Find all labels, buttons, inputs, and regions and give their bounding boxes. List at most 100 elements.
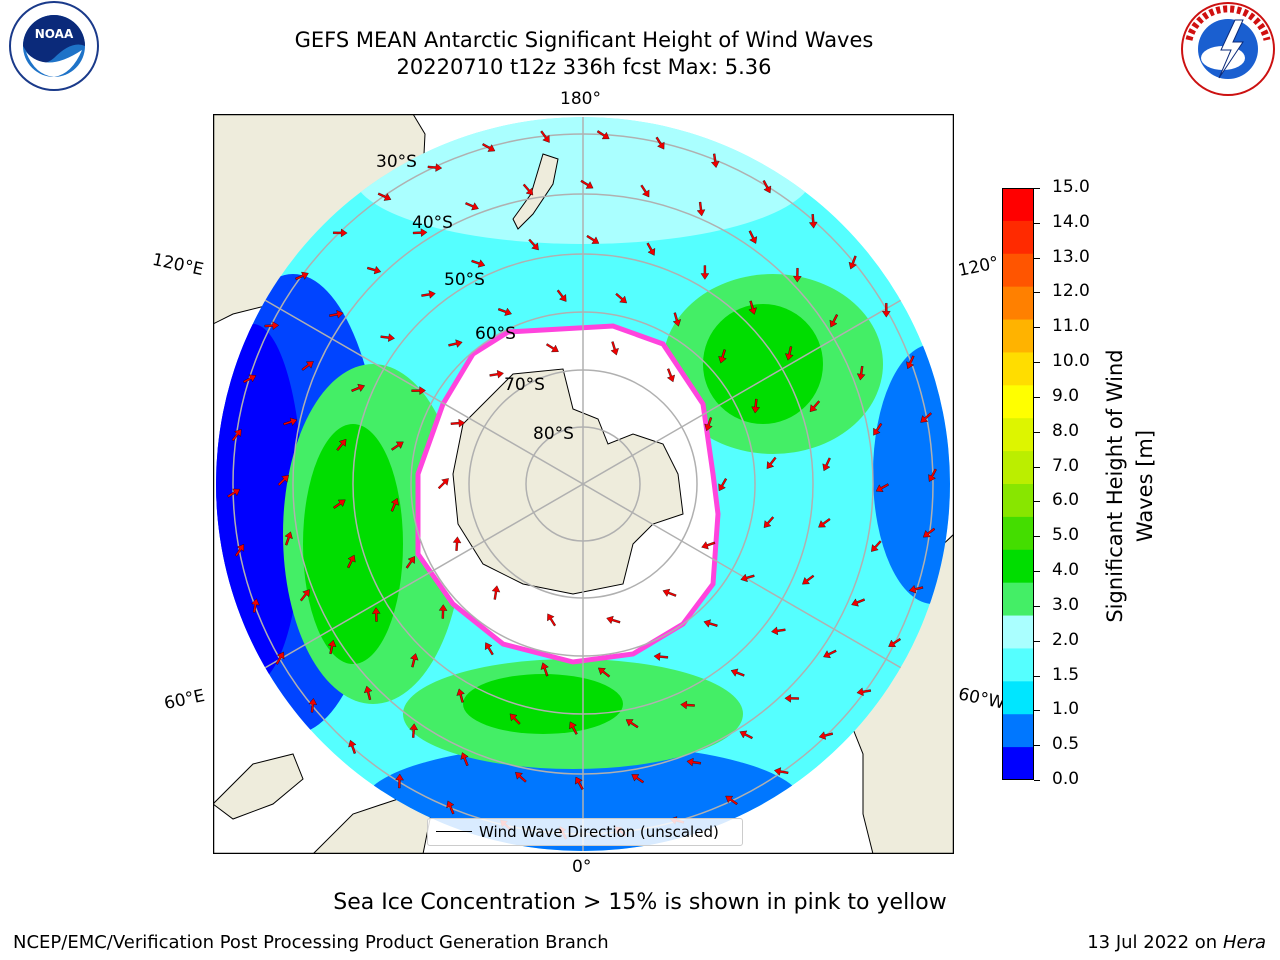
wind-direction-arrow — [625, 719, 639, 729]
wind-direction-arrow — [666, 368, 675, 383]
wind-direction-arrow — [448, 339, 463, 348]
colorbar-tick-mark — [1034, 362, 1040, 364]
wind-direction-arrow — [489, 369, 504, 379]
wind-direction-arrow — [251, 598, 260, 613]
colorbar-swatch — [1002, 220, 1034, 255]
wind-direction-arrow — [437, 478, 449, 490]
colorbar-tick-mark — [1034, 396, 1040, 398]
colorbar-tick-label: 5.0 — [1052, 525, 1080, 546]
wind-direction-arrow — [333, 228, 348, 238]
colorbar-tick-label: 12.0 — [1052, 281, 1090, 302]
wind-direction-arrow — [766, 456, 777, 469]
wind-direction-arrow — [308, 698, 318, 713]
colorbar-swatch — [1002, 286, 1034, 321]
wind-direction-arrow — [580, 179, 594, 189]
wind-direction-arrow — [856, 365, 866, 381]
wind-direction-arrow — [540, 662, 549, 677]
noaa-logo: NOAA — [9, 1, 99, 91]
wind-direction-arrow — [730, 668, 745, 677]
date-text: 13 Jul 2022 on Hera — [1087, 932, 1266, 953]
wind-direction-arrow — [701, 541, 716, 550]
wind-direction-arrow — [711, 153, 720, 168]
lat-label-50s: 50°S — [444, 270, 485, 290]
colorbar-tick-mark — [1034, 257, 1040, 259]
wind-direction-arrow — [491, 585, 501, 600]
wind-direction-arrow — [363, 685, 373, 701]
colorbar-tick-mark — [1034, 222, 1040, 224]
colorbar-swatch — [1002, 319, 1034, 353]
lat-label-70s: 70°S — [504, 375, 545, 395]
colorbar-tick-label: 0.0 — [1052, 769, 1080, 789]
wind-direction-arrow — [460, 752, 469, 767]
wind-direction-arrow — [725, 795, 738, 806]
wind-direction-arrow — [922, 527, 936, 538]
wind-direction-arrow — [653, 652, 669, 661]
wind-direction-arrow — [277, 474, 289, 486]
wind-direction-arrow — [763, 516, 775, 528]
wind-direction-arrow — [888, 637, 901, 647]
wind-direction-arrow — [351, 383, 365, 392]
wind-direction-arrow — [395, 773, 404, 789]
wind-direction-arrow — [586, 234, 600, 244]
colorbar — [1002, 188, 1034, 780]
wind-direction-arrow — [283, 417, 298, 426]
machine-name: Hera — [1222, 932, 1266, 953]
colorbar-tick-label: 0.5 — [1052, 734, 1080, 755]
wind-direction-arrow — [301, 361, 314, 371]
wind-direction-arrow — [822, 457, 831, 472]
wind-direction-arrow — [704, 417, 713, 432]
wind-direction-arrow — [875, 483, 889, 492]
wind-direction-arrow — [366, 265, 382, 275]
wind-direction-arrow — [284, 531, 293, 546]
colorbar-border — [1002, 188, 1034, 780]
colorbar-tick-label: 2.0 — [1052, 629, 1080, 650]
colorbar-tick-mark — [1034, 605, 1040, 607]
colorbar-tick-label: 11.0 — [1052, 316, 1090, 337]
colorbar-tick-label: 8.0 — [1052, 420, 1080, 441]
lon-label-180: 180° — [560, 89, 601, 109]
wind-direction-arrow — [718, 349, 727, 364]
wind-direction-arrow — [851, 598, 866, 607]
wind-direction-arrow — [412, 228, 428, 237]
wind-direction-arrow — [871, 540, 882, 552]
wind-direction-arrow — [655, 136, 665, 150]
wind-direction-arrow — [802, 574, 815, 585]
colorbar-swatch — [1002, 582, 1034, 617]
wind-direction-arrow — [465, 202, 479, 211]
wind-direction-arrow — [823, 649, 837, 659]
colorbar-tick-mark — [1034, 292, 1040, 294]
wind-direction-arrow — [686, 757, 702, 767]
wind-direction-arrow — [471, 259, 486, 268]
colorbar-tick-mark — [1034, 745, 1040, 747]
wind-direction-arrow — [450, 418, 466, 428]
colorbar-label: Significant Height of Wind Waves [m] — [1103, 349, 1157, 623]
lat-label-80s: 80°S — [533, 424, 574, 444]
map-legend: Wind Wave Direction (unscaled) — [427, 818, 743, 846]
polar-map — [213, 114, 954, 854]
wind-direction-arrow — [509, 713, 521, 725]
lat-label-30s: 30°S — [376, 152, 417, 172]
colorbar-swatch — [1002, 188, 1034, 222]
colorbar-tick-mark — [1034, 466, 1040, 468]
nws-logo — [1181, 2, 1275, 96]
wind-direction-arrow — [785, 346, 794, 361]
colorbar-swatch — [1002, 714, 1034, 748]
wind-direction-arrow — [920, 412, 932, 423]
colorbar-swatch — [1002, 418, 1034, 452]
wind-direction-arrow — [610, 341, 619, 356]
colorbar-tick-label: 14.0 — [1052, 211, 1090, 232]
wind-direction-arrow — [405, 556, 415, 569]
colorbar-tick-label: 4.0 — [1052, 560, 1080, 581]
wind-direction-arrow — [484, 642, 494, 656]
wind-direction-arrow — [295, 271, 309, 281]
wind-direction-arrow — [333, 499, 346, 509]
colorbar-swatch — [1002, 549, 1034, 584]
wind-direction-arrow — [700, 265, 710, 280]
wind-direction-arrow — [421, 290, 436, 299]
colorbar-swatch — [1002, 516, 1034, 551]
wind-direction-arrow — [329, 310, 344, 319]
wind-direction-arrow — [703, 619, 718, 628]
new-zealand-land — [512, 153, 559, 230]
wind-direction-arrow — [556, 289, 567, 302]
wind-direction-arrow — [438, 604, 448, 619]
